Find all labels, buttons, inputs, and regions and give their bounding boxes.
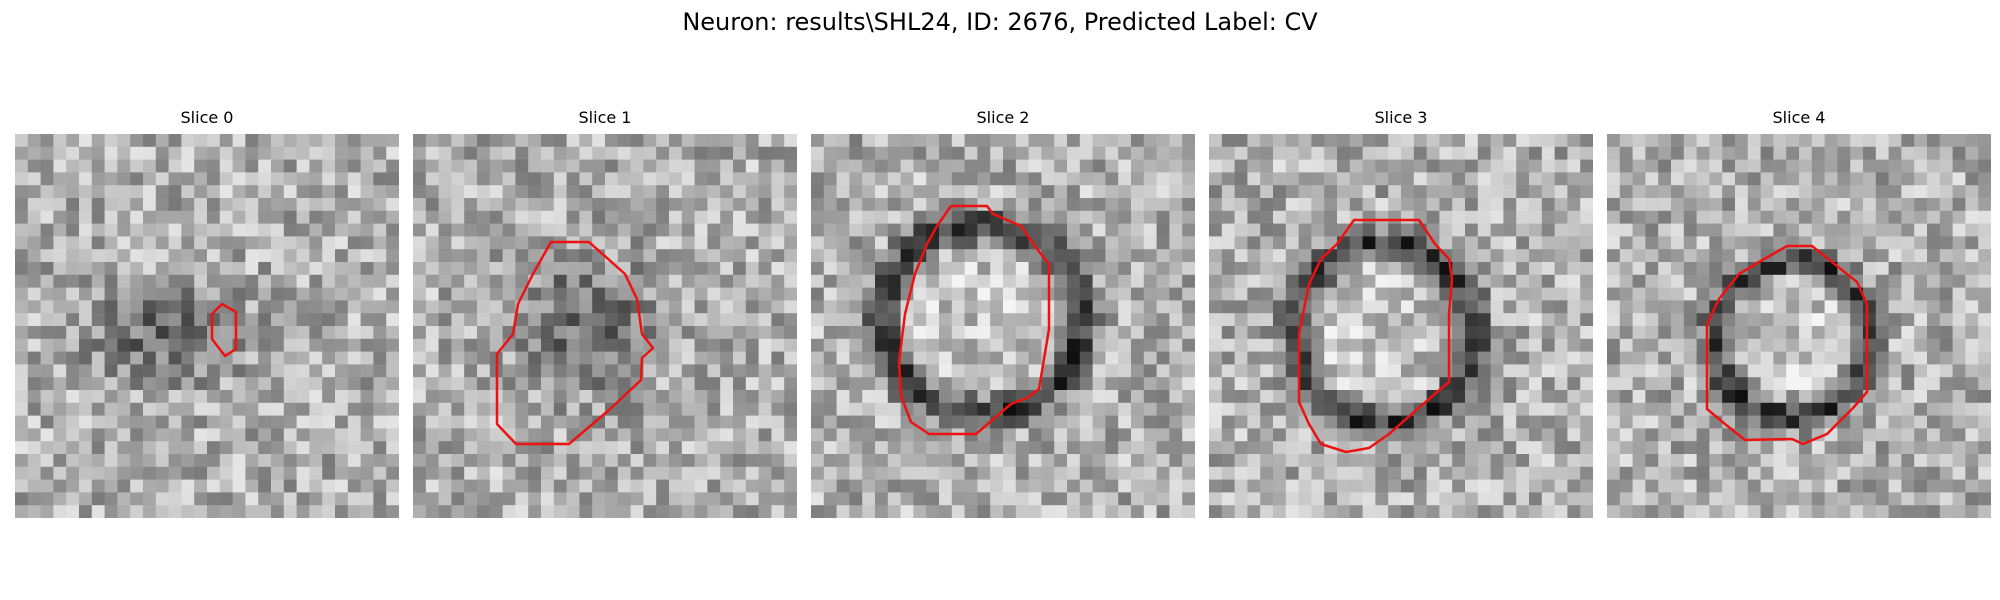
slice-image-4: [1607, 134, 1991, 518]
segmentation-contour: [1297, 218, 1454, 454]
slice-title: Slice 0: [180, 108, 234, 127]
slice-title: Slice 2: [976, 108, 1030, 127]
pixel-grid: [1607, 134, 1991, 518]
pixel-grid: [413, 134, 797, 518]
segmentation-contour: [210, 302, 238, 358]
pixel-grid: [1209, 134, 1593, 518]
segmentation-contour: [897, 204, 1051, 436]
pixel-grid: [15, 134, 399, 518]
slice-image-3: [1209, 134, 1593, 518]
slice-title: Slice 1: [578, 108, 632, 127]
slice-image-2: [811, 134, 1195, 518]
pixel-grid: [811, 134, 1195, 518]
segmentation-contour: [495, 240, 655, 446]
slice-image-1: [413, 134, 797, 518]
figure-title: Neuron: results\SHL24, ID: 2676, Predict…: [682, 8, 1318, 36]
slice-title: Slice 4: [1772, 108, 1826, 127]
segmentation-contour: [1705, 244, 1869, 446]
slice-title: Slice 3: [1374, 108, 1428, 127]
slice-image-0: [15, 134, 399, 518]
